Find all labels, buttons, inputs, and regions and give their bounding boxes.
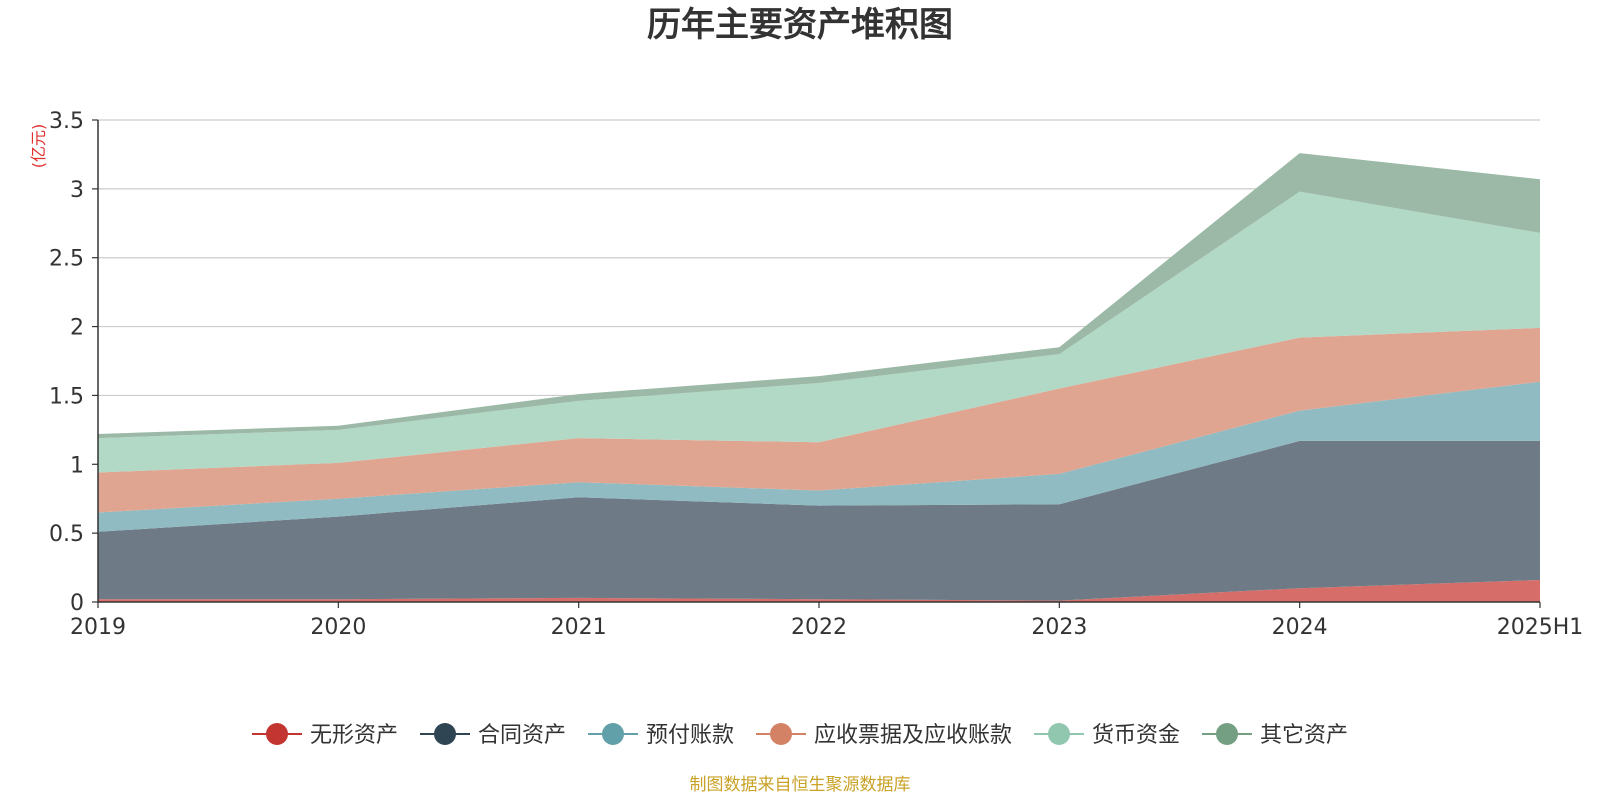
legend-label: 应收票据及应收账款 [814, 723, 1012, 748]
legend-dot-icon [602, 723, 624, 745]
legend-label: 货币资金 [1092, 723, 1180, 748]
area-series-5 [98, 191, 1540, 473]
y-tick-label: 0 [70, 591, 84, 616]
legend-dot-icon [434, 723, 456, 745]
y-tick-label: 2 [70, 316, 84, 341]
y-tick-label: 1.5 [49, 384, 84, 409]
legend-label: 预付账款 [646, 723, 734, 748]
chart-title: 历年主要资产堆积图 [647, 5, 953, 45]
area-series-1 [98, 580, 1540, 602]
legend-dot-icon [1048, 723, 1070, 745]
legend-item-4[interactable]: 应收票据及应收账款 [756, 723, 1012, 748]
source-note: 制图数据来自恒生聚源数据库 [690, 775, 911, 795]
legend-item-2[interactable]: 合同资产 [420, 723, 566, 748]
y-tick-label: 3 [70, 178, 84, 203]
legend-item-5[interactable]: 货币资金 [1034, 723, 1180, 748]
area-series-group [98, 153, 1540, 602]
x-tick-label: 2023 [1031, 615, 1087, 640]
area-series-6 [98, 153, 1540, 439]
legend-item-3[interactable]: 预付账款 [588, 723, 734, 748]
x-tick-label: 2019 [70, 615, 126, 640]
y-tick-label: 2.5 [49, 247, 84, 272]
area-series-3 [98, 381, 1540, 532]
legend-item-6[interactable]: 其它资产 [1202, 723, 1348, 748]
legend-label: 合同资产 [478, 723, 566, 748]
area-series-4 [98, 327, 1540, 513]
axes: 0 0.5 1 1.5 2 2.5 3 3.5 2019 2020 2021 2022 2023 2024… [49, 109, 1583, 640]
x-tick-label: 2020 [310, 615, 366, 640]
legend-label: 无形资产 [310, 723, 398, 748]
legend-dot-icon [770, 723, 792, 745]
x-tick-label: 2025H1 [1497, 615, 1584, 640]
legend-dot-icon [1216, 723, 1238, 745]
x-tick-label: 2021 [551, 615, 607, 640]
y-tick-label: 0.5 [49, 522, 84, 547]
y-tick-label: 3.5 [49, 109, 84, 134]
legend-item-1[interactable]: 无形资产 [252, 723, 398, 748]
legend-label: 其它资产 [1260, 723, 1348, 748]
legend[interactable]: 无形资产 合同资产 预付账款 应收票据及应收账款 货币资金 其它资产 [252, 723, 1348, 748]
y-tick-label: 1 [70, 453, 84, 478]
x-tick-label: 2022 [791, 615, 847, 640]
x-tick-label: 2024 [1272, 615, 1328, 640]
legend-dot-icon [266, 723, 288, 745]
y-axis-unit-label: (亿元) [29, 124, 48, 169]
area-series-2 [98, 440, 1540, 601]
